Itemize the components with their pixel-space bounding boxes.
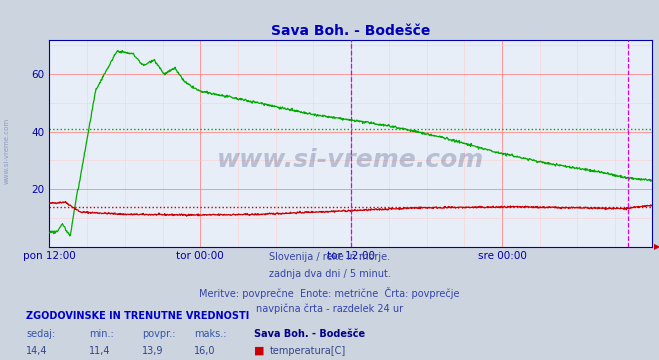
Text: Sava Boh. - Bodešče: Sava Boh. - Bodešče xyxy=(254,329,365,339)
Text: Meritve: povprečne  Enote: metrične  Črta: povprečje: Meritve: povprečne Enote: metrične Črta:… xyxy=(199,287,460,298)
Text: ■: ■ xyxy=(254,346,264,356)
Text: 13,9: 13,9 xyxy=(142,346,163,356)
Text: zadnja dva dni / 5 minut.: zadnja dva dni / 5 minut. xyxy=(269,269,390,279)
Title: Sava Boh. - Bodešče: Sava Boh. - Bodešče xyxy=(272,24,430,39)
Text: 14,4: 14,4 xyxy=(26,346,48,356)
Text: 11,4: 11,4 xyxy=(89,346,111,356)
Text: www.si-vreme.com: www.si-vreme.com xyxy=(3,118,10,184)
Text: ZGODOVINSKE IN TRENUTNE VREDNOSTI: ZGODOVINSKE IN TRENUTNE VREDNOSTI xyxy=(26,311,250,321)
Text: povpr.:: povpr.: xyxy=(142,329,175,339)
Text: min.:: min.: xyxy=(89,329,114,339)
Text: Slovenija / reke in morje.: Slovenija / reke in morje. xyxy=(269,252,390,262)
Text: maks.:: maks.: xyxy=(194,329,227,339)
Text: 16,0: 16,0 xyxy=(194,346,216,356)
Text: navpična črta - razdelek 24 ur: navpična črta - razdelek 24 ur xyxy=(256,303,403,314)
Text: ▶: ▶ xyxy=(654,242,659,251)
Text: sedaj:: sedaj: xyxy=(26,329,55,339)
Text: temperatura[C]: temperatura[C] xyxy=(270,346,347,356)
Text: www.si-vreme.com: www.si-vreme.com xyxy=(217,148,484,172)
